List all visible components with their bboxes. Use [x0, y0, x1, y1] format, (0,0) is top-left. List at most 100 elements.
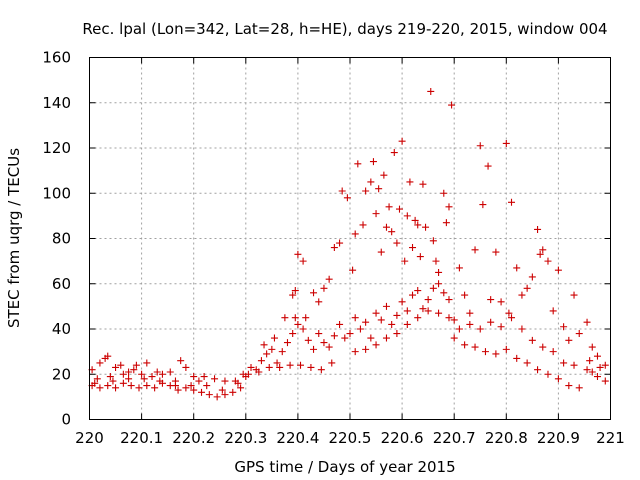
data-point	[359, 221, 367, 229]
data-point	[455, 264, 463, 272]
data-point	[221, 377, 229, 385]
data-point	[362, 345, 370, 353]
data-point	[362, 187, 370, 195]
data-point	[508, 198, 516, 206]
x-tick-labels: 220 220.1 220.2 220.3 220.4 220.5 220.6 220.7 22…	[75, 429, 625, 447]
data-point	[291, 287, 299, 295]
data-point	[268, 345, 276, 353]
data-point	[445, 314, 453, 322]
data-point	[294, 250, 302, 258]
data-point	[432, 257, 440, 265]
data-point	[372, 210, 380, 218]
plot-frame	[89, 57, 611, 420]
data-point	[299, 257, 307, 265]
data-point	[138, 370, 146, 378]
data-point	[435, 268, 443, 276]
data-point	[119, 379, 127, 387]
grid-lines	[89, 57, 611, 420]
data-point	[440, 289, 448, 297]
data-point	[528, 273, 536, 281]
data-point	[367, 334, 375, 342]
data-point	[341, 334, 349, 342]
data-point	[445, 296, 453, 304]
data-point	[497, 298, 505, 306]
data-point	[244, 370, 252, 378]
data-point	[401, 257, 409, 265]
y-tick-label: 60	[52, 275, 71, 293]
x-tick-label: 220.7	[433, 429, 476, 447]
data-point	[177, 357, 185, 365]
data-point	[276, 363, 284, 371]
data-point	[388, 228, 396, 236]
data-point	[257, 357, 265, 365]
data-point	[263, 350, 271, 358]
data-point	[536, 250, 544, 258]
data-point	[601, 361, 609, 369]
data-point	[211, 375, 219, 383]
data-point	[171, 382, 179, 390]
data-point	[466, 320, 474, 328]
data-point	[289, 291, 297, 299]
data-point	[586, 357, 594, 365]
data-point	[419, 180, 427, 188]
data-point	[307, 363, 315, 371]
data-point	[406, 178, 414, 186]
data-point	[281, 314, 289, 322]
data-point	[330, 244, 338, 252]
data-point	[286, 361, 294, 369]
data-point	[583, 318, 591, 326]
data-point	[351, 314, 359, 322]
data-point	[260, 341, 268, 349]
data-point	[382, 223, 390, 231]
data-point	[283, 339, 291, 347]
data-point	[330, 332, 338, 340]
data-point	[93, 375, 101, 383]
data-point	[518, 325, 526, 333]
data-point	[523, 359, 531, 367]
data-point	[151, 384, 159, 392]
data-point	[390, 149, 398, 157]
data-point	[554, 375, 562, 383]
data-point	[320, 284, 328, 292]
data-point	[419, 305, 427, 313]
data-point	[372, 309, 380, 317]
data-point	[218, 386, 226, 394]
y-tick-label: 80	[52, 230, 71, 248]
data-point	[158, 370, 166, 378]
data-point	[422, 223, 430, 231]
data-point	[156, 377, 164, 385]
data-point	[315, 330, 323, 338]
y-tick-label: 140	[42, 94, 71, 112]
data-point	[351, 348, 359, 356]
data-point	[424, 296, 432, 304]
data-point	[492, 350, 500, 358]
data-point	[112, 384, 120, 392]
y-axis-label: STEC from uqrg / TECUs	[5, 148, 23, 328]
data-point	[132, 361, 140, 369]
data-point	[544, 370, 552, 378]
data-point	[325, 275, 333, 283]
data-point	[143, 359, 151, 367]
x-tick-label: 221	[596, 429, 625, 447]
data-point	[203, 382, 211, 390]
data-point	[539, 343, 547, 351]
data-point	[588, 343, 596, 351]
data-point	[310, 345, 318, 353]
data-point	[343, 194, 351, 202]
data-point	[291, 314, 299, 322]
data-point	[125, 375, 133, 383]
data-point	[411, 216, 419, 224]
data-point	[403, 307, 411, 315]
data-point	[143, 382, 151, 390]
data-point	[310, 289, 318, 297]
data-point	[492, 248, 500, 256]
data-point	[461, 291, 469, 299]
data-point	[325, 343, 333, 351]
data-points	[88, 87, 609, 401]
data-point	[414, 287, 422, 295]
data-point	[336, 320, 344, 328]
data-point	[461, 341, 469, 349]
data-point	[435, 309, 443, 317]
data-point	[302, 314, 310, 322]
